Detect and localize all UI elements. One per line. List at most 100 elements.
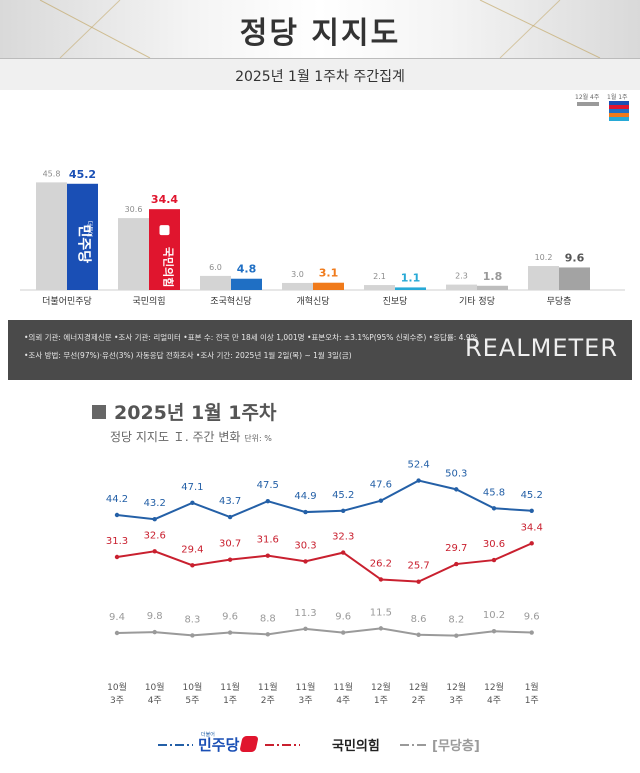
- series-point: [190, 633, 195, 638]
- series-value-label: 52.4: [407, 460, 429, 471]
- bar-prev: [446, 284, 477, 290]
- series-value-label: 32.6: [144, 530, 166, 541]
- series-value-label: 25.7: [407, 561, 429, 572]
- legend-democratic-small: 더불어: [201, 731, 215, 738]
- bar-category-label: 국민의힘: [132, 296, 165, 307]
- series-point: [454, 487, 459, 492]
- series-value-label: 8.6: [411, 614, 427, 625]
- line-subtitle-text: 정당 지지도 Ｉ. 주간 변화: [110, 430, 241, 444]
- x-tick-label: 12월 3주: [446, 681, 466, 706]
- series-value-label: 8.3: [184, 614, 200, 625]
- bar-prev-label: 10.2: [535, 253, 553, 262]
- bar-prev: [364, 285, 395, 290]
- series-point: [303, 626, 308, 632]
- series-point: [152, 549, 157, 554]
- series-point: [190, 500, 195, 506]
- series-value-label: 32.3: [332, 532, 354, 543]
- series-value-label: 44.9: [294, 491, 316, 502]
- survey-note-1: •의뢰 기관: 에너지경제신문 •조사 기관: 리얼미터 •표본 수: 전국 만…: [24, 333, 478, 342]
- series-value-label: 45.2: [521, 490, 543, 501]
- header-banner: 정당 지지도: [0, 0, 640, 58]
- series-value-label: 30.6: [483, 539, 505, 550]
- ppp-logo-text: 국민의힘: [162, 247, 176, 287]
- page-title: 정당 지지도: [239, 16, 401, 51]
- x-tick-label: 12월 1주: [371, 681, 391, 706]
- bar-prev-label: 2.3: [455, 272, 468, 281]
- ppp-logo-icon: [159, 225, 170, 236]
- series-point: [378, 498, 384, 503]
- series-value-label: 45.2: [332, 490, 354, 501]
- series-value-label: 43.7: [219, 496, 241, 507]
- bar-prev: [118, 218, 149, 290]
- x-tick-label: 10월 4주: [145, 681, 165, 706]
- series-value-label: 31.3: [106, 536, 128, 547]
- series-value-label: 47.5: [257, 480, 279, 491]
- series-value-label: 29.7: [445, 543, 467, 554]
- series-point: [416, 632, 421, 637]
- series-point: [416, 478, 421, 483]
- series-point: [265, 632, 270, 637]
- bar-current: [67, 183, 98, 290]
- x-tick-label: 11월 3주: [296, 681, 316, 706]
- bar-category-label: 기타 정당: [459, 296, 495, 307]
- democratic-logo-text: 민주당: [76, 224, 93, 263]
- series-point: [454, 561, 459, 567]
- series-point: [341, 550, 346, 555]
- bar-current-label: 45.2: [69, 168, 96, 181]
- series-point: [454, 633, 459, 638]
- series-point: [529, 630, 534, 635]
- bar-current: [395, 287, 426, 290]
- series-point: [227, 514, 233, 520]
- bar-legend: 12월 4주 1월 1주: [575, 92, 635, 132]
- series-value-label: 11.5: [370, 607, 392, 618]
- bar-current-label: 1.8: [483, 270, 503, 283]
- bar-chart-panel: 45.8 45.2 더불어민주당 더불어 민주당 30.6 34.4 국민의힘 국민의힘 6.0 4…: [0, 90, 640, 312]
- series-point: [190, 563, 195, 568]
- x-tick-label: 10월 5주: [183, 681, 203, 706]
- series-value-label: 8.8: [260, 613, 276, 624]
- bar-current: [313, 282, 344, 290]
- bar-prev-label: 6.0: [209, 263, 222, 272]
- bar-prev: [200, 275, 231, 290]
- series-value-label: 9.8: [147, 611, 163, 622]
- series-point: [114, 630, 120, 636]
- legend-ppp-icon: [240, 736, 258, 752]
- series-value-label: 47.6: [370, 480, 392, 491]
- legend-independent-label: [무당층]: [432, 738, 480, 754]
- bar-category-label: 무당층: [547, 296, 572, 307]
- bar-current: [477, 285, 508, 290]
- legend-curr-label: 1월 1주: [607, 94, 628, 101]
- header-decoration: [39, 0, 601, 58]
- series-point: [491, 629, 497, 634]
- series-value-label: 47.1: [181, 482, 203, 493]
- democratic-logo-small: 더불어: [86, 220, 94, 237]
- series-point: [227, 557, 233, 562]
- series-point: [341, 508, 346, 513]
- series-point: [378, 577, 384, 582]
- bar-current-label: 1.1: [401, 271, 421, 284]
- line-chart: 44.2 43.2 47.1 43.7 47.5 44.9 45.2 47.6 52.4 50.3…: [106, 460, 543, 754]
- series-value-label: 30.3: [294, 540, 316, 551]
- bar-current-label: 4.8: [237, 263, 257, 276]
- survey-note-2: •조사 방법: 무선(97%)·유선(3%) 자동응답 전화조사 •조사 기간:…: [24, 351, 352, 360]
- legend-prev-label: 12월 4주: [575, 94, 600, 101]
- bar-category-label: 개혁신당: [296, 296, 329, 307]
- legend-ppp-label: 국민의힘: [332, 738, 380, 754]
- series-point: [341, 630, 346, 635]
- series-value-label: 8.2: [448, 615, 464, 626]
- series-line: [116, 542, 533, 583]
- bar-prev: [528, 266, 559, 290]
- subheader-bar: 2025년 1월 1주차 주간집계: [0, 58, 640, 92]
- series-point: [227, 630, 233, 635]
- series-point: [491, 557, 497, 563]
- series-point: [491, 506, 497, 511]
- bar-current: [149, 209, 180, 290]
- subheader-title: 2025년 1월 1주차 주간집계: [235, 69, 405, 85]
- line-section-subtitle: 정당 지지도 Ｉ. 주간 변화 단위: %: [110, 428, 272, 445]
- series-point: [529, 541, 534, 546]
- series-point: [378, 626, 384, 631]
- bar-current: [231, 278, 262, 290]
- line-unit-text: 단위: %: [244, 434, 272, 443]
- series-point: [265, 553, 270, 558]
